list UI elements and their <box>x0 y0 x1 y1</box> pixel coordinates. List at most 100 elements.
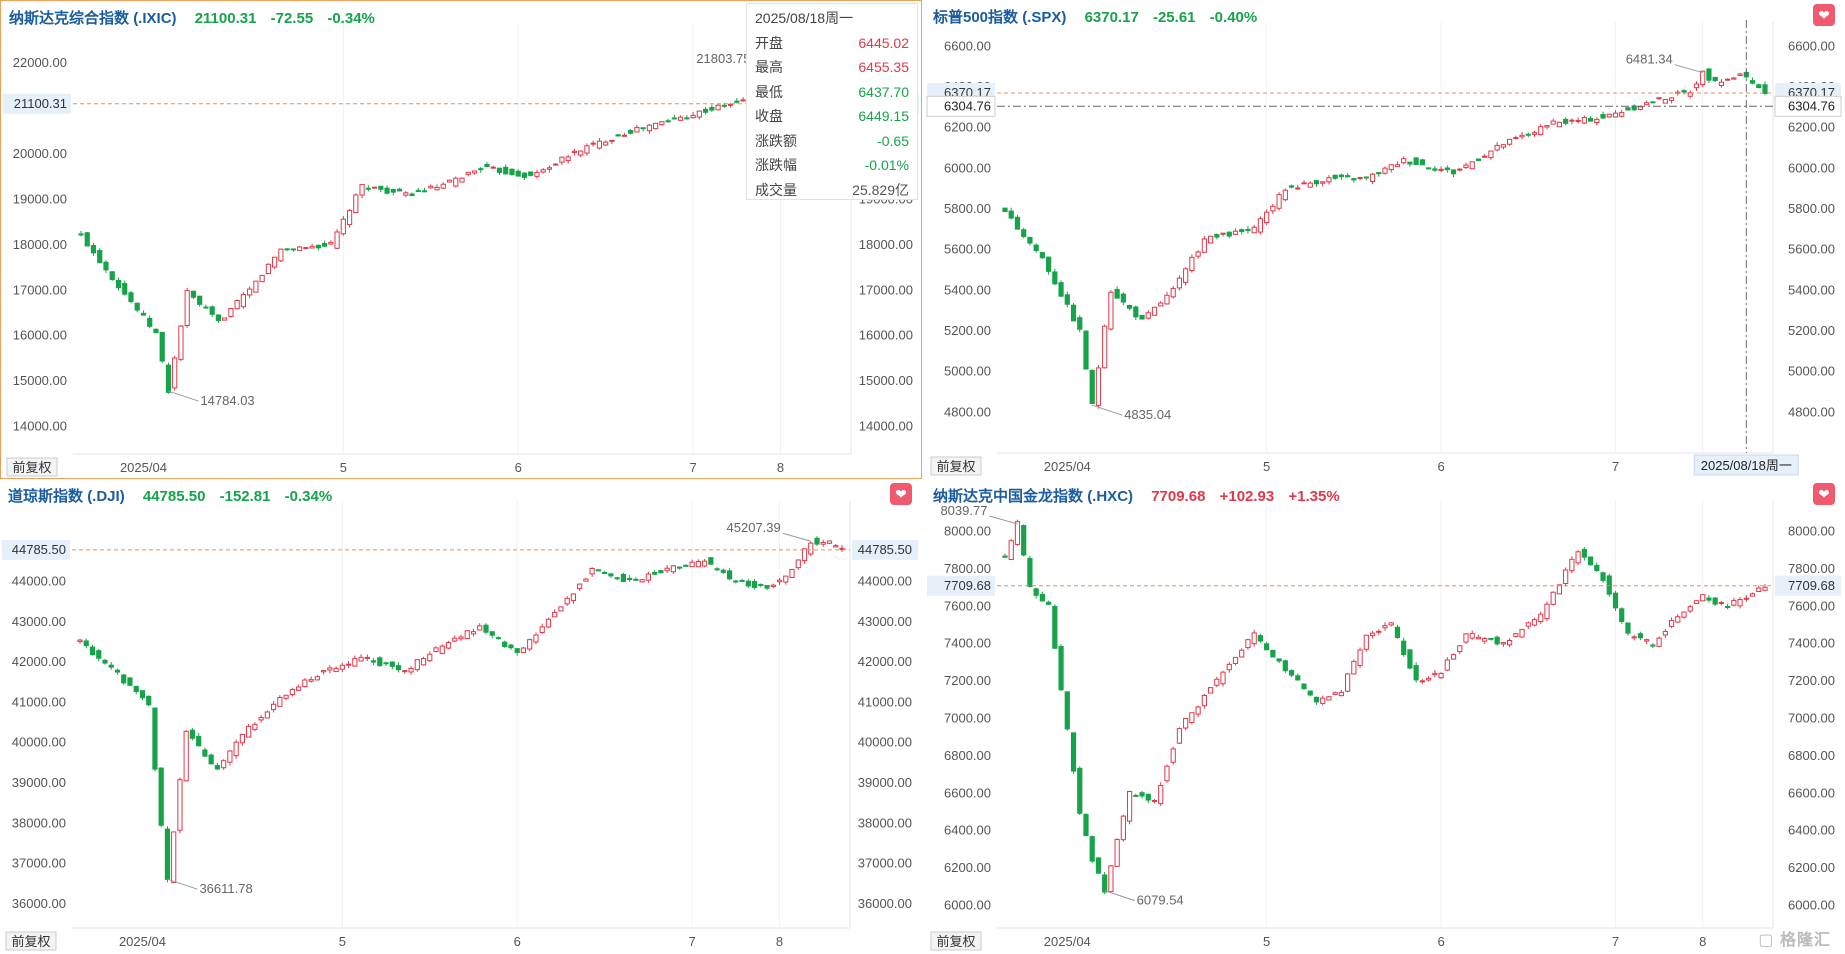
candle-body <box>540 169 546 173</box>
candle-body <box>1363 634 1369 650</box>
x-tick-label: 7 <box>688 934 695 949</box>
candle-body <box>102 659 108 664</box>
candle-body <box>508 644 514 649</box>
candle-body <box>328 241 334 245</box>
candle-body <box>1102 874 1108 893</box>
candle-body <box>1220 671 1226 685</box>
low-label: 36611.78 <box>199 881 252 896</box>
index-name[interactable]: 纳斯达克综合指数 (.IXIC) <box>9 10 177 27</box>
crosshair-date-box <box>1693 454 1799 476</box>
y-tick-label: 4800.00 <box>944 404 991 419</box>
candle-body <box>1419 159 1425 166</box>
y-tick-label: 38000.00 <box>12 815 66 830</box>
candle-body <box>1276 194 1282 209</box>
candle-body <box>1594 118 1600 124</box>
candle-body <box>1581 548 1587 558</box>
restore-right-button-label[interactable]: 前复权 <box>11 934 50 949</box>
candle-body <box>564 597 570 605</box>
candlestick-chart[interactable]: 44000.00 44000.00 43000.00 43000.00 42000.00… <box>0 479 922 954</box>
candle-body <box>1145 312 1151 319</box>
candle-body <box>1301 182 1307 185</box>
y-tick-label: 6600.00 <box>944 38 991 53</box>
candle-body <box>358 656 364 662</box>
candle-body <box>1407 649 1413 669</box>
candle-body <box>183 730 189 782</box>
candle-body <box>546 167 553 170</box>
candle-body <box>445 642 452 649</box>
candle-body <box>552 611 558 618</box>
candlestick-chart[interactable]: 8000.00 8000.00 7800.00 7800.00 7600.00 7600.… <box>925 479 1845 954</box>
y-tick-label: 5400.00 <box>1788 282 1835 297</box>
restore-right-button-label[interactable]: 前复权 <box>936 934 975 949</box>
candlestick-chart[interactable]: 6600.006600.006400.006400.006200.006200.… <box>925 0 1845 479</box>
index-name[interactable]: 道琼斯指数 (.DJI) <box>8 488 125 505</box>
y-tick-label: 4800.00 <box>1788 404 1835 419</box>
favorite-heart-icon[interactable]: ❤ <box>890 483 912 505</box>
candle-body <box>446 179 453 183</box>
candle-body <box>1606 113 1612 118</box>
y-tick-label: 17000.00 <box>13 282 67 297</box>
x-tick-label: 7 <box>1612 934 1619 949</box>
candle-body <box>1662 99 1668 104</box>
candle-body <box>1413 157 1419 165</box>
candle-body <box>259 274 265 283</box>
y-tick-label: 6800.00 <box>944 748 991 763</box>
candle-body <box>1251 226 1257 234</box>
candle-body <box>239 734 245 744</box>
candle-body <box>664 567 670 572</box>
y-tick-label: 6000.00 <box>944 898 991 913</box>
candle-body <box>1419 680 1425 683</box>
candle-body <box>1014 521 1021 545</box>
candle-body <box>122 283 128 295</box>
index-pct: -0.40% <box>1209 9 1258 26</box>
candle-body <box>177 779 183 831</box>
candle-body <box>677 566 683 569</box>
favorite-heart-icon[interactable]: ❤ <box>1813 483 1835 505</box>
low-leader <box>1092 404 1123 416</box>
candle-body <box>1513 633 1519 637</box>
x-tick-label: 2025/04 <box>1044 459 1091 474</box>
tooltip-open: 开盘 6445.02 <box>755 34 909 51</box>
candle-body <box>584 145 590 154</box>
panel-ixic[interactable]: 纳斯达克综合指数 (.IXIC) 21100.31 -72.55 -0.34% … <box>0 0 922 479</box>
candle-body <box>1176 728 1183 744</box>
candle-body <box>247 288 253 296</box>
candle-body <box>701 560 708 567</box>
candle-body <box>458 636 464 640</box>
y-tick-label: 6000.00 <box>1788 160 1835 175</box>
panel-spx[interactable]: 标普500指数 (.SPX) 6370.17 -25.61 -0.40% ❤ 6… <box>925 0 1845 479</box>
y-tick-label: 6600.00 <box>1788 785 1835 800</box>
candle-body <box>1077 317 1083 330</box>
panel-dji[interactable]: 道琼斯指数 (.DJI) 44785.50 -152.81 -0.34% ❤ 4… <box>0 479 922 954</box>
candle-body <box>152 707 158 770</box>
index-name[interactable]: 纳斯达克中国金龙指数 (.HXC) <box>933 488 1134 505</box>
restore-right-button-label[interactable]: 前复权 <box>12 460 51 475</box>
candle-body <box>1737 598 1743 607</box>
candle-body <box>395 665 402 671</box>
restore-right-button-label[interactable]: 前复权 <box>936 459 975 474</box>
favorite-heart-icon[interactable]: ❤ <box>1813 4 1835 26</box>
tooltip-high: 最高 6455.35 <box>755 59 909 75</box>
candle-body <box>1538 613 1544 623</box>
candle-body <box>603 141 609 146</box>
candle-body <box>1681 90 1687 93</box>
candle-body <box>1164 294 1170 305</box>
candle-body <box>1014 216 1021 230</box>
candle-body <box>620 573 626 583</box>
tooltip-volume: 成交量 25.829亿 <box>755 181 909 198</box>
candle-body <box>171 831 177 884</box>
x-tick-label: 6 <box>1437 459 1444 474</box>
candle-body <box>1151 799 1158 802</box>
panel-hxc[interactable]: 纳斯达克中国金龙指数 (.HXC) 7709.68 +102.93 +1.35%… <box>925 479 1845 954</box>
last-price-tag <box>1775 575 1841 596</box>
candle-body <box>284 248 290 251</box>
candle-body <box>84 232 90 247</box>
x-tick-label: 5 <box>1263 459 1270 474</box>
candle-body <box>1158 302 1164 307</box>
index-name[interactable]: 标普500指数 (.SPX) <box>933 9 1067 26</box>
candle-body <box>222 317 228 321</box>
candle-body <box>627 577 633 581</box>
candle-body <box>1731 77 1737 80</box>
candle-body <box>1164 765 1170 782</box>
candle-body <box>433 647 439 653</box>
